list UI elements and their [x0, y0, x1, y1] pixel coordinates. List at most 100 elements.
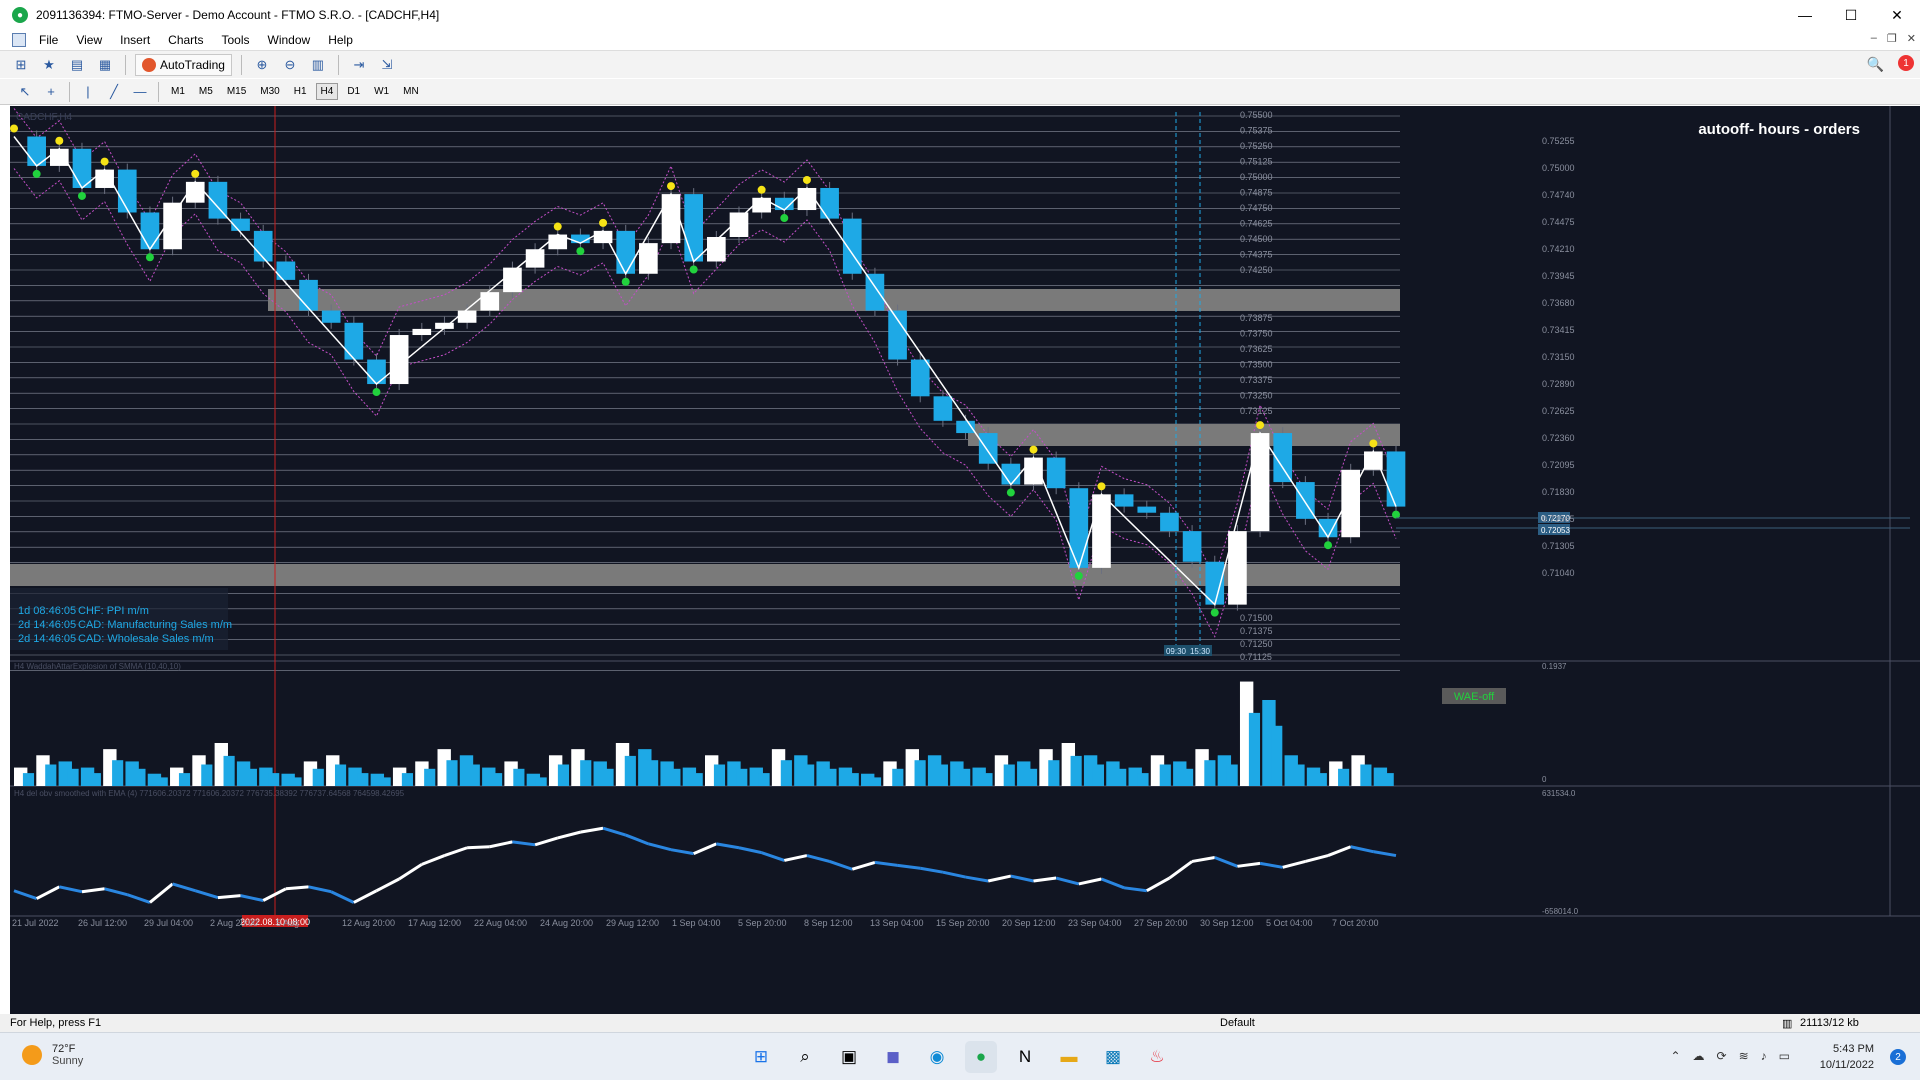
demand-zone	[10, 564, 1400, 586]
taskbar: 72°F Sunny ⊞ ⌕ ▣ ◼ ◉ ● N ▬ ▩ ♨ ⌃ ☁ ⟳ ≋ ♪…	[0, 1032, 1920, 1080]
obv-segment	[240, 894, 264, 902]
timeframe-h1[interactable]: H1	[293, 86, 307, 97]
task-view-icon[interactable]: ▣	[840, 1047, 858, 1066]
obv-segment	[421, 854, 446, 866]
mdi-close-icon[interactable]: ✕	[1906, 33, 1916, 45]
candle-body	[1386, 451, 1406, 507]
wae-bar	[1070, 755, 1082, 786]
wae-bar	[112, 760, 124, 786]
notion-icon[interactable]: N	[1018, 1047, 1032, 1066]
menu-window[interactable]: Window	[267, 33, 311, 47]
obv-segment	[625, 833, 649, 846]
time-axis-label: 1 Sep 04:00	[672, 918, 721, 928]
menu-tools[interactable]: Tools	[221, 33, 250, 47]
taskbar-clock[interactable]: 5:43 PM 10/11/2022	[1820, 1041, 1874, 1073]
timeframe-m1[interactable]: M1	[171, 86, 185, 97]
price-axis-label: 0.75255	[1542, 136, 1575, 146]
vertical-line-icon[interactable]: |	[86, 84, 90, 99]
candle-body	[412, 328, 432, 336]
wifi-icon[interactable]: ≋	[1738, 1049, 1749, 1063]
menu-charts[interactable]: Charts	[168, 33, 204, 47]
timeframe-m30[interactable]: M30	[260, 86, 280, 97]
tinder-app-icon[interactable]: ♨	[1149, 1047, 1165, 1066]
horizontal-line-icon[interactable]: —	[133, 84, 147, 99]
trendline-icon[interactable]: ╱	[110, 83, 118, 99]
data-window-icon[interactable]: ▦	[98, 56, 112, 72]
supply-zone	[268, 289, 1400, 311]
obv-segment	[512, 840, 536, 847]
time-axis-label: 23 Sep 04:00	[1068, 918, 1122, 928]
timeframe-d1[interactable]: D1	[347, 86, 361, 97]
windows-start-icon[interactable]: ⊞	[753, 1047, 769, 1066]
swing-high-dot	[1029, 445, 1038, 454]
weather-widget[interactable]: 72°F Sunny	[22, 1043, 83, 1067]
timeframe-h4[interactable]: H4	[315, 83, 339, 100]
autotrading-button[interactable]: AutoTrading	[135, 53, 232, 76]
timeframe-mn[interactable]: MN	[403, 86, 419, 97]
wae-bar	[713, 764, 726, 786]
menu-help[interactable]: Help	[328, 33, 353, 47]
news-text: CAD: Wholesale Sales m/m	[78, 633, 214, 645]
level-price-label: 0.74875	[1240, 188, 1273, 198]
candle-body	[435, 322, 454, 329]
candle-body	[1341, 469, 1361, 538]
time-axis-label: 2 Aug 20:00	[210, 918, 258, 928]
wae-axis-top: 0.1937	[1542, 662, 1567, 671]
zoom-out-icon[interactable]: ⊖	[284, 56, 296, 72]
obv-segment	[1282, 859, 1306, 869]
price-axis-label: 0.74475	[1542, 217, 1575, 227]
battery-icon[interactable]: ▭	[1778, 1049, 1790, 1063]
chart-document-icon[interactable]	[12, 33, 26, 47]
file-explorer-icon[interactable]: ▬	[1060, 1047, 1078, 1066]
tile-windows-icon[interactable]: ▥	[311, 56, 325, 72]
notification-icon[interactable]: 1	[1898, 55, 1914, 71]
profiles-icon[interactable]: ★	[43, 56, 55, 72]
resistance-zone	[968, 424, 1400, 446]
candle-body	[95, 169, 114, 188]
metatrader-taskbar-icon[interactable]: ●	[965, 1041, 997, 1073]
level-price-label: 0.71125	[1240, 652, 1272, 662]
timeframe-w1[interactable]: W1	[374, 86, 390, 97]
time-axis-label: 15 Sep 20:00	[936, 918, 990, 928]
timeframe-m15[interactable]: M15	[226, 86, 247, 97]
edge-browser-icon[interactable]: ◉	[929, 1047, 945, 1066]
onedrive-icon[interactable]: ☁	[1692, 1049, 1705, 1063]
close-button[interactable]: ✕	[1891, 6, 1903, 23]
timeframe-m5[interactable]: M5	[198, 86, 213, 97]
chart-canvas[interactable]: 0.75500 0.75375 0.75250 0.75125 0.75000 0.748…	[10, 106, 1920, 1014]
swing-high-dot	[191, 169, 200, 178]
news-time: 2d 14:46:05	[18, 633, 76, 645]
crosshair-icon[interactable]: +	[47, 84, 55, 99]
wae-bar	[268, 773, 280, 786]
chart-shift-icon[interactable]: ⇥	[353, 56, 365, 72]
chevron-up-icon[interactable]: ⌃	[1670, 1049, 1681, 1063]
search-icon[interactable]: 🔍	[1866, 56, 1884, 72]
zoom-in-icon[interactable]: ⊕	[256, 56, 268, 72]
chart-window[interactable]: 0.75500 0.75375 0.75250 0.75125 0.75000 0.748…	[10, 106, 1920, 1014]
menu-insert[interactable]: Insert	[120, 33, 151, 47]
teams-chat-icon[interactable]: ◼	[885, 1047, 901, 1066]
new-chart-icon[interactable]: ⊞	[15, 56, 27, 72]
status-help: For Help, press F1	[10, 1017, 102, 1029]
cursor-icon[interactable]: ↖	[19, 83, 31, 99]
menu-view[interactable]: View	[76, 33, 103, 47]
menu-file[interactable]: File	[39, 33, 59, 47]
minimize-button[interactable]: —	[1798, 7, 1812, 23]
candle-body	[480, 292, 500, 311]
sync-icon[interactable]: ⟳	[1716, 1049, 1727, 1063]
obv-axis-bottom: -658014.0	[1542, 907, 1579, 916]
mdi-minimize-icon[interactable]: –	[1870, 32, 1877, 44]
line-studies-toolbar: ↖ + | ╱ — M1 M5 M15 M30 H1 H4 D1 W1 MN	[0, 79, 1920, 105]
autoscroll-icon[interactable]: ⇲	[381, 56, 393, 72]
price-axis-label: 0.73945	[1542, 271, 1575, 281]
time-axis-label: 30 Sep 12:00	[1200, 918, 1254, 928]
notification-center-badge[interactable]: 2	[1890, 1049, 1906, 1065]
mdi-restore-icon[interactable]: ❐	[1886, 33, 1897, 45]
maximize-button[interactable]: ☐	[1844, 6, 1858, 23]
volume-icon[interactable]: ♪	[1760, 1049, 1767, 1063]
standard-toolbar: ⊞ ★ ▤ ▦ AutoTrading ⊕ ⊖ ▥ ⇥ ⇲	[0, 50, 1920, 78]
terminal-app-icon[interactable]: ▩	[1104, 1047, 1122, 1066]
search-taskbar-icon[interactable]: ⌕	[800, 1047, 810, 1066]
market-watch-icon[interactable]: ▤	[70, 56, 84, 72]
weather-condition: Sunny	[52, 1055, 84, 1067]
